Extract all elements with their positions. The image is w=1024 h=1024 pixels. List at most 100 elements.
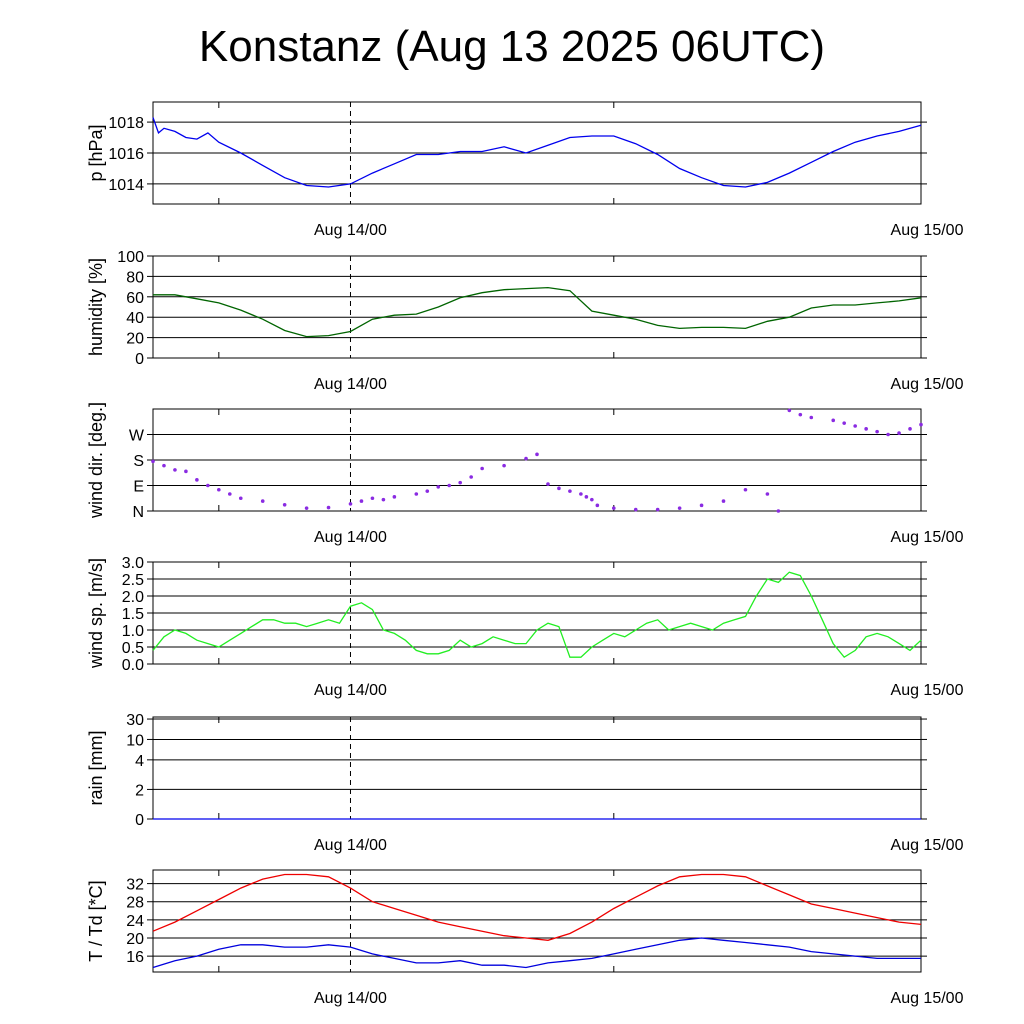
- y-tick-label: 0: [135, 812, 144, 829]
- data-point: [184, 469, 188, 474]
- data-point: [776, 509, 781, 513]
- y-tick-label: 60: [126, 290, 144, 307]
- series-line: [153, 286, 922, 338]
- data-point: [908, 427, 912, 431]
- x-tick-label: Aug 15/00: [891, 837, 964, 854]
- y-tick-label: 1014: [108, 177, 144, 194]
- y-tick-label: 1016: [108, 146, 144, 163]
- plot-frame: [152, 101, 922, 205]
- y-tick-label: 80: [126, 269, 144, 286]
- data-point: [853, 424, 857, 428]
- y-axis-title: humidity [%]: [86, 258, 106, 356]
- data-point: [612, 506, 616, 510]
- data-point: [699, 503, 704, 508]
- y-tick-label: 2: [135, 782, 144, 799]
- x-tick-label: Aug 14/00: [314, 222, 387, 239]
- data-point: [162, 463, 166, 468]
- chart-title: Konstanz (Aug 13 2025 06UTC): [198, 22, 826, 71]
- data-point: [875, 429, 879, 434]
- data-point: [458, 480, 463, 485]
- plot-frame: [152, 869, 922, 973]
- data-point: [721, 499, 726, 503]
- y-tick-label: 30: [126, 712, 144, 729]
- data-point: [584, 495, 589, 499]
- data-point: [809, 415, 814, 420]
- data-point: [469, 475, 473, 479]
- data-point: [436, 485, 441, 489]
- data-point: [787, 408, 792, 413]
- data-point: [238, 496, 243, 501]
- data-point: [151, 459, 155, 464]
- x-tick-label: Aug 14/00: [314, 990, 387, 1007]
- x-tick-label: Aug 15/00: [891, 222, 964, 239]
- data-point: [864, 427, 868, 431]
- data-point: [425, 489, 430, 493]
- data-point: [348, 502, 353, 506]
- rain-panel: 0 2 4 10 30 Aug 14/00 Aug 15/00 rain [mm]: [86, 712, 964, 854]
- data-point: [414, 492, 419, 496]
- data-point: [886, 432, 890, 437]
- x-tick-label: Aug 15/00: [891, 529, 964, 546]
- x-tick-label: Aug 15/00: [891, 682, 964, 699]
- data-point: [381, 497, 386, 502]
- x-tick-label: Aug 14/00: [314, 529, 387, 546]
- y-axis-title: T / Td [*C]: [86, 880, 106, 961]
- data-point: [502, 463, 506, 468]
- data-point: [842, 421, 846, 425]
- data-point: [633, 507, 638, 512]
- y-tick-label: S: [133, 453, 144, 470]
- x-tick-label: Aug 14/00: [314, 376, 387, 393]
- y-tick-label: 100: [117, 249, 144, 266]
- data-point: [480, 466, 484, 471]
- humidity-panel: 0 20 40 60 80 100 Aug 14/00 Aug 15/00 humidity […: [86, 249, 964, 393]
- data-point: [557, 486, 561, 491]
- data-point: [743, 487, 748, 492]
- y-tick-label: 2.0: [122, 589, 144, 606]
- y-tick-label: 20: [126, 931, 144, 948]
- series-line: [152, 873, 922, 941]
- pressure-panel: 1014 1016 1018 Aug 14/00 Aug 15/00 p [hPa]: [86, 101, 964, 239]
- data-point: [579, 492, 583, 496]
- y-tick-label: W: [129, 428, 145, 445]
- data-point: [370, 496, 375, 501]
- y-tick-label: 40: [126, 310, 144, 327]
- data-point: [326, 505, 331, 510]
- data-point: [392, 495, 397, 499]
- data-point: [217, 487, 221, 492]
- data-point: [535, 452, 539, 457]
- y-tick-label: 24: [126, 913, 144, 930]
- y-axis-title: rain [mm]: [86, 730, 106, 805]
- y-tick-label: E: [133, 479, 144, 496]
- series-line: [152, 937, 921, 969]
- data-point: [655, 507, 660, 512]
- data-point: [195, 478, 199, 482]
- data-point: [173, 468, 177, 472]
- y-tick-label: 10: [126, 732, 144, 749]
- y-tick-label: 1018: [108, 115, 144, 132]
- y-tick-label: 1.0: [122, 623, 144, 640]
- x-tick-label: Aug 15/00: [891, 990, 964, 1007]
- data-point: [595, 503, 600, 508]
- y-tick-label: 0.5: [122, 640, 144, 657]
- y-tick-label: 0.0: [122, 657, 144, 674]
- data-point: [304, 506, 309, 510]
- data-point: [798, 412, 803, 417]
- y-axis-title: p [hPa]: [86, 124, 106, 181]
- plot-frame: [152, 561, 922, 665]
- data-point: [228, 492, 232, 496]
- data-point: [677, 506, 682, 510]
- y-tick-label: 32: [126, 877, 144, 894]
- data-point: [765, 492, 770, 496]
- data-point: [568, 489, 572, 493]
- data-point: [524, 456, 528, 461]
- x-tick-label: Aug 15/00: [891, 376, 964, 393]
- plot-frame: [152, 255, 922, 359]
- y-tick-label: 3.0: [122, 555, 144, 572]
- plot-frame: [152, 716, 922, 820]
- data-point: [590, 497, 594, 502]
- data-point: [260, 499, 265, 503]
- series-line: [152, 117, 922, 188]
- y-tick-label: 1.5: [122, 606, 144, 623]
